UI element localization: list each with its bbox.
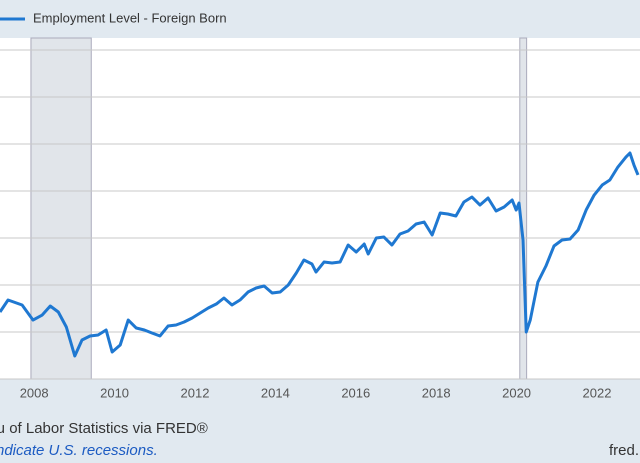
x-tick-label: 2014	[261, 385, 290, 400]
recession-band	[30, 37, 92, 380]
x-tick-label: 2020	[502, 385, 531, 400]
source-note: reau of Labor Statistics via FRED®	[0, 420, 208, 437]
site-label: fred.	[609, 442, 639, 459]
x-tick-label: 2010	[100, 385, 129, 400]
series-line	[0, 151, 640, 358]
x-tick-label: 2012	[181, 385, 210, 400]
legend-label: Employment Level - Foreign Born	[33, 10, 227, 25]
x-tick-label: 2022	[583, 385, 612, 400]
plot-area	[0, 38, 640, 379]
recession-note: ndicate U.S. recessions.	[0, 442, 158, 459]
x-tick-label: 2018	[422, 385, 451, 400]
x-tick-label: 2016	[341, 385, 370, 400]
x-tick-label: 2008	[20, 385, 49, 400]
